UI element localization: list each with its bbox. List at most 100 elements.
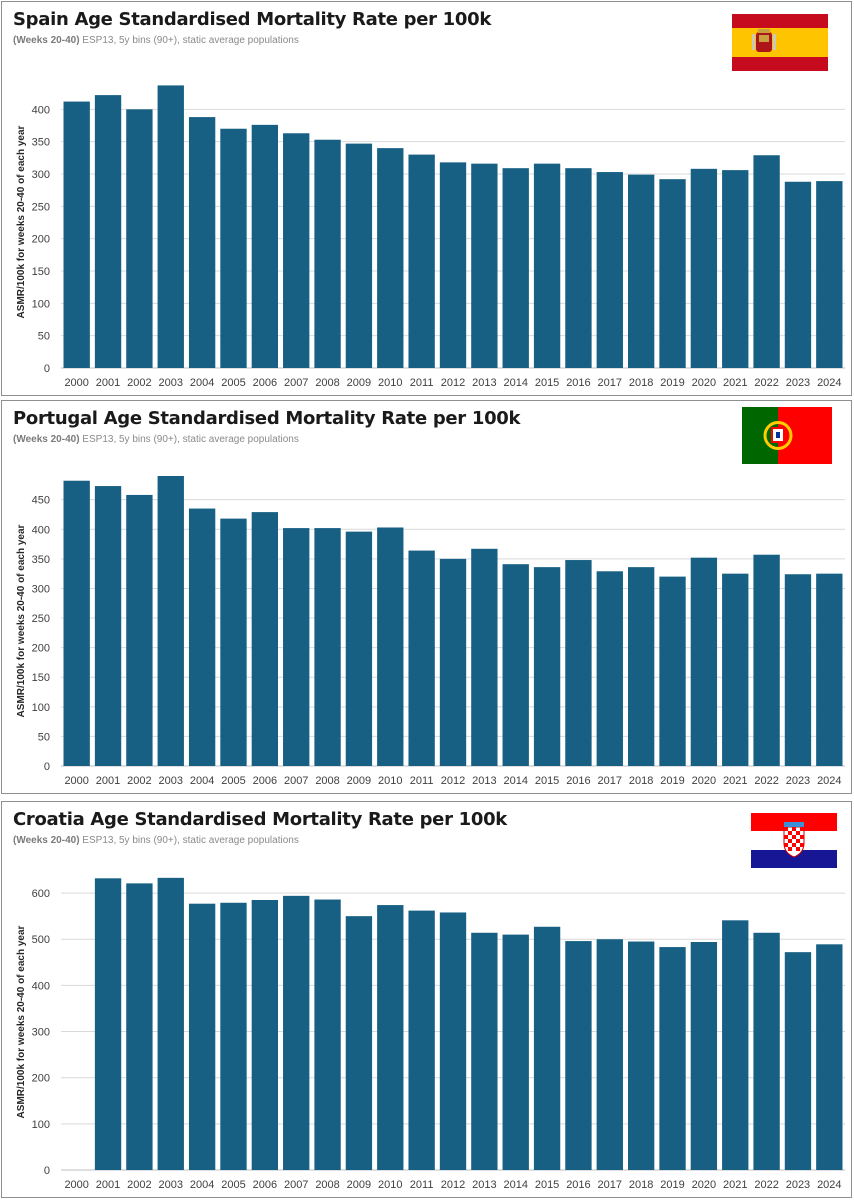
bar (690, 557, 718, 766)
bar (63, 480, 90, 766)
spain-flag (732, 14, 828, 71)
bar (565, 560, 592, 766)
x-tick-label: 2006 (253, 377, 277, 389)
bar (722, 920, 749, 1170)
x-tick-label: 2005 (221, 775, 245, 787)
x-tick-label: 2015 (535, 1179, 559, 1191)
x-tick-label: 2009 (347, 775, 371, 787)
bar (126, 883, 153, 1170)
bar (753, 932, 780, 1170)
bar (816, 573, 843, 766)
bar (565, 941, 592, 1170)
x-tick-label: 2006 (253, 775, 277, 787)
y-tick-label: 350 (32, 137, 50, 149)
x-tick-label: 2020 (692, 1179, 716, 1191)
bar (126, 109, 153, 368)
x-tick-label: 2004 (190, 1179, 214, 1191)
bar (533, 163, 561, 368)
y-tick-label: 350 (32, 554, 50, 566)
x-tick-label: 2013 (472, 377, 496, 389)
x-tick-label: 2000 (64, 377, 88, 389)
chart-title: Spain Age Standardised Mortality Rate pe… (13, 9, 492, 30)
bar (377, 905, 404, 1170)
y-tick-label: 250 (32, 201, 50, 213)
x-tick-label: 2014 (503, 1179, 527, 1191)
bar (753, 155, 780, 368)
x-tick-label: 2009 (347, 1179, 371, 1191)
x-tick-label: 2005 (221, 1179, 245, 1191)
y-tick-label: 400 (32, 524, 50, 536)
x-tick-label: 2022 (754, 377, 778, 389)
y-tick-label: 100 (32, 702, 50, 714)
x-tick-label: 2004 (190, 377, 214, 389)
x-tick-label: 2009 (347, 377, 371, 389)
x-tick-label: 2011 (410, 775, 434, 787)
bar (377, 148, 404, 368)
x-tick-label: 2013 (472, 775, 496, 787)
y-tick-label: 100 (32, 1119, 50, 1131)
x-tick-label: 2004 (190, 775, 214, 787)
x-tick-label: 2024 (817, 1179, 841, 1191)
bar (345, 143, 373, 368)
bar (377, 527, 404, 766)
chart-panel-spain: Spain Age Standardised Mortality Rate pe… (1, 1, 852, 396)
y-tick-label: 450 (32, 495, 50, 507)
x-tick-label: 2000 (64, 775, 88, 787)
x-tick-label: 2008 (315, 377, 339, 389)
bar (157, 476, 184, 766)
croatia-flag (751, 813, 837, 868)
x-tick-label: 2021 (723, 1179, 747, 1191)
bar (314, 899, 341, 1170)
bar (157, 877, 184, 1170)
bar (314, 528, 341, 766)
x-tick-label: 2014 (503, 377, 527, 389)
bar (784, 952, 812, 1170)
bar (251, 900, 279, 1170)
bar (690, 942, 718, 1170)
bar (188, 903, 216, 1170)
bar (659, 947, 686, 1170)
x-tick-label: 2010 (378, 775, 402, 787)
x-tick-label: 2019 (660, 377, 684, 389)
x-tick-label: 2022 (754, 1179, 778, 1191)
bar (502, 934, 529, 1170)
bar (784, 181, 812, 368)
x-tick-label: 2017 (598, 1179, 622, 1191)
bar (283, 528, 310, 766)
bar (94, 95, 122, 369)
x-tick-label: 2024 (817, 377, 841, 389)
bar (471, 932, 498, 1170)
bar (220, 902, 247, 1170)
x-tick-label: 2007 (284, 377, 308, 389)
x-tick-label: 2013 (472, 1179, 496, 1191)
x-tick-label: 2016 (566, 1179, 590, 1191)
bar (722, 573, 749, 766)
x-tick-label: 2017 (598, 775, 622, 787)
portugal-flag (742, 407, 832, 464)
x-tick-label: 2018 (629, 775, 653, 787)
bar (439, 912, 467, 1170)
y-tick-label: 300 (32, 169, 50, 181)
bar (251, 512, 279, 766)
x-tick-label: 2016 (566, 377, 590, 389)
bar (659, 576, 686, 766)
subtitle-rest: ESP13, 5y bins (90+), static average pop… (79, 835, 299, 846)
y-tick-label: 100 (32, 298, 50, 310)
bar (439, 162, 467, 368)
y-tick-label: 50 (38, 331, 50, 343)
chart-subtitle: (Weeks 20-40) ESP13, 5y bins (90+), stat… (13, 434, 299, 445)
bar (596, 571, 623, 766)
bar (251, 124, 279, 368)
y-tick-label: 0 (44, 363, 50, 375)
x-tick-label: 2010 (378, 1179, 402, 1191)
y-tick-label: 0 (44, 1165, 50, 1177)
x-tick-label: 2003 (159, 775, 183, 787)
y-tick-label: 400 (32, 980, 50, 992)
x-tick-label: 2012 (441, 1179, 465, 1191)
x-tick-label: 2017 (598, 377, 622, 389)
x-tick-label: 2024 (817, 775, 841, 787)
bar (533, 567, 561, 766)
y-tick-label: 0 (44, 761, 50, 773)
x-tick-label: 2023 (786, 1179, 810, 1191)
subtitle-rest: ESP13, 5y bins (90+), static average pop… (79, 35, 299, 46)
